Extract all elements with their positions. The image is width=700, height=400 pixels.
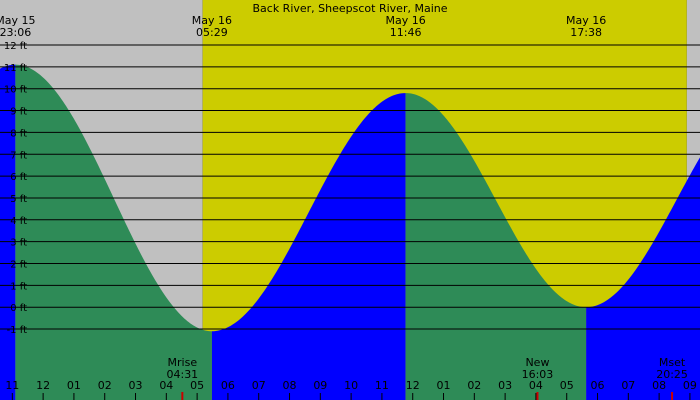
- tide-area-layer: [0, 64, 700, 400]
- moon-event-time: 20:25: [656, 368, 688, 381]
- x-tick-label: 09: [313, 379, 327, 392]
- chart-title: Back River, Sheepscot River, Maine: [252, 2, 447, 15]
- extreme-time-label: 23:06: [0, 26, 31, 39]
- x-tick-label: 02: [467, 379, 481, 392]
- x-tick-label: 01: [437, 379, 451, 392]
- y-tick-label: 12 ft: [4, 41, 27, 52]
- extreme-time-label: 11:46: [390, 26, 422, 39]
- x-tick-label: 11: [5, 379, 19, 392]
- falling-tide-area: [15, 64, 212, 400]
- x-tick-label: 07: [621, 379, 635, 392]
- x-tick-label: 03: [129, 379, 143, 392]
- x-tick-label: 03: [498, 379, 512, 392]
- y-tick-label: 0 ft: [10, 303, 27, 314]
- y-tick-label: 4 ft: [10, 216, 27, 227]
- falling-tide-area: [405, 93, 587, 400]
- rising-tide-area: [211, 93, 406, 400]
- x-tick-label: 07: [252, 379, 266, 392]
- y-tick-label: -1 ft: [7, 325, 27, 336]
- x-tick-label: 11: [375, 379, 389, 392]
- moon-event-label: Mrise: [168, 356, 198, 369]
- y-tick-label: 10 ft: [4, 85, 27, 96]
- x-tick-label: 04: [159, 379, 173, 392]
- moon-event-time: 16:03: [522, 368, 554, 381]
- y-tick-label: 8 ft: [10, 128, 27, 139]
- extreme-time-label: 17:38: [570, 26, 602, 39]
- y-tick-labels: 12 ft 11 ft 10 ft 9 ft 8 ft 7 ft 6 ft 5 ft 4 ft 3…: [4, 41, 27, 336]
- rising-tide-area: [586, 157, 700, 400]
- extreme-date-label: May 16: [192, 14, 232, 27]
- x-tick-label: 04: [529, 379, 543, 392]
- moon-event-time: 04:31: [166, 368, 198, 381]
- y-tick-label: 5 ft: [10, 194, 27, 205]
- y-tick-label: 6 ft: [10, 172, 27, 183]
- grid-layer: [0, 44, 700, 400]
- moon-event-label: Mset: [659, 356, 686, 369]
- extreme-date-label: May 16: [566, 14, 606, 27]
- x-tick-label: 10: [344, 379, 358, 392]
- x-tick-label: 02: [98, 379, 112, 392]
- extreme-date-label: May 16: [386, 14, 426, 27]
- moon-event-label: New: [525, 356, 549, 369]
- x-tick-label: 12: [406, 379, 420, 392]
- x-tick-label: 06: [221, 379, 235, 392]
- x-tick-label: 12: [36, 379, 50, 392]
- x-tick-label: 08: [283, 379, 297, 392]
- x-tick-label: 01: [67, 379, 81, 392]
- x-tick-label: 06: [591, 379, 605, 392]
- x-tick-label: 05: [190, 379, 204, 392]
- rising-tide-area: [0, 64, 16, 400]
- x-tick-label: 05: [560, 379, 574, 392]
- x-tick-label: 09: [683, 379, 697, 392]
- extreme-date-label: May 15: [0, 14, 36, 27]
- extreme-time-label: 05:29: [196, 26, 228, 39]
- y-tick-label: 7 ft: [10, 150, 27, 161]
- x-tick-label: 08: [652, 379, 666, 392]
- y-tick-label: 3 ft: [10, 238, 27, 249]
- x-tick-labels: 11 12 01 02 03 04 05 06 07 08 09 10 11 12 01 02 03 04 05 06…: [5, 379, 697, 392]
- y-tick-label: 9 ft: [10, 107, 27, 118]
- y-tick-label: 11 ft: [4, 63, 27, 74]
- y-tick-label: 2 ft: [10, 260, 27, 271]
- y-tick-label: 1 ft: [10, 281, 27, 292]
